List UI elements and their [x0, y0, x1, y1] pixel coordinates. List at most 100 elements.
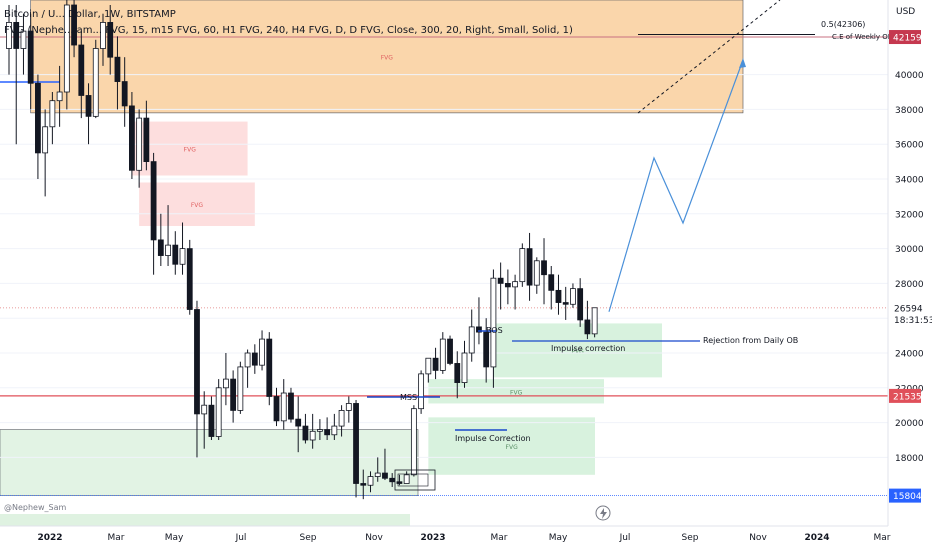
x-tick-label: May — [165, 533, 184, 543]
x-tick-label: Sep — [682, 533, 699, 543]
lightning-icon — [595, 505, 611, 521]
low-level-tag-bg — [889, 488, 921, 503]
candle-body — [107, 21, 114, 58]
current-price-bg — [889, 300, 929, 325]
mss-label: MSS — [400, 393, 417, 402]
candle-body — [251, 352, 258, 366]
candle-body — [56, 91, 63, 102]
candle-body — [92, 48, 99, 117]
fvg-zone — [30, 0, 744, 114]
y-tick-label: 30000 — [895, 245, 924, 255]
candle-body — [309, 430, 316, 441]
candles — [6, 0, 598, 500]
candle-body — [468, 326, 475, 354]
candle-body — [13, 21, 20, 49]
candle-body — [266, 338, 273, 397]
legend-indicator[interactable]: FVG (Nephe... am... FVG, 15, m15 FVG, 60… — [4, 25, 573, 36]
y-tick-label: 20000 — [895, 419, 924, 429]
candle-body — [49, 100, 56, 128]
y-tick-label: 36000 — [895, 141, 924, 151]
candle-body — [555, 289, 562, 303]
x-tick-label: Mar — [108, 533, 125, 543]
fvg-label: FVG — [506, 444, 519, 451]
y-tick-label: 38000 — [895, 106, 924, 116]
candle-body — [504, 282, 511, 288]
candle-body — [483, 331, 490, 368]
candle-body — [324, 429, 331, 436]
candle-body — [237, 366, 244, 411]
candle-body — [35, 82, 41, 154]
candle-body — [222, 378, 229, 389]
candle-body — [157, 239, 164, 256]
fvg-label: FVG — [510, 389, 523, 396]
candle-body — [331, 425, 338, 436]
y-tick-label: 32000 — [895, 210, 924, 220]
fvg-zones: FVG FVG FVG FVG FVG FVG — [0, 0, 744, 526]
y-tick-label: 18000 — [895, 454, 924, 464]
candle-body — [215, 387, 222, 437]
candle-body — [353, 403, 359, 484]
range-box-inner — [397, 473, 429, 487]
candle-body — [288, 392, 294, 420]
fvg-zone — [139, 182, 255, 226]
candle-body — [150, 161, 157, 241]
annotations: MSS BOS Impulse Correction Impulse correcti… — [367, 0, 893, 521]
candle-body — [533, 260, 540, 286]
fvg-zone — [493, 323, 662, 378]
candle-body — [410, 408, 417, 476]
candle-body — [316, 429, 323, 432]
candle-body — [78, 44, 85, 96]
countdown-tag: 18:31:53 — [894, 316, 932, 326]
candle-body — [244, 352, 251, 368]
axis-unit: USD — [896, 7, 915, 17]
candle-body — [461, 352, 468, 383]
fvg-label: FVG — [381, 54, 394, 61]
x-tick-label: Mar — [874, 533, 891, 543]
candle-body — [497, 277, 504, 284]
candle-body — [382, 472, 388, 479]
candle-body — [519, 248, 526, 283]
y-tick-label: 24000 — [895, 350, 924, 360]
candle-body — [85, 95, 92, 117]
x-tick-label: 2024 — [804, 533, 829, 543]
candle-body — [6, 21, 12, 49]
time-axis: 2022 Mar May Jul Sep Nov 2023 Mar May Jul Sep Nov 20… — [0, 525, 891, 543]
x-tick-label: May — [549, 533, 568, 543]
x-tick-label: Nov — [749, 533, 767, 543]
x-tick-label: Mar — [491, 533, 508, 543]
candle-body — [136, 117, 143, 171]
candle-body — [562, 302, 569, 305]
candle-body — [143, 117, 150, 162]
x-tick-label: 2022 — [37, 533, 62, 543]
candle-body — [584, 319, 591, 335]
candle-body — [302, 425, 309, 441]
rejection-label: Rejection from Daily OB — [703, 336, 798, 345]
y-tick-label: 34000 — [895, 176, 924, 186]
candle-body — [526, 248, 533, 286]
candle-body — [512, 281, 518, 288]
candle-body — [165, 244, 171, 256]
red-level-tag-bg — [889, 388, 921, 403]
candle-body — [447, 338, 453, 364]
candle-body — [476, 326, 482, 333]
y-tick-label: 28000 — [895, 280, 924, 290]
candle-body — [121, 81, 128, 107]
candle-body — [230, 378, 237, 411]
candle-body — [396, 481, 403, 484]
candle-body — [439, 338, 446, 371]
legend-symbol[interactable]: Bitcoin / U... Dollar, 1W, BITSTAMP — [4, 9, 176, 20]
watermark: @Nephew_Sam — [4, 503, 67, 512]
ob-strip — [0, 514, 410, 526]
candle-body — [541, 260, 547, 276]
candle-body — [591, 307, 598, 335]
candle-body — [454, 363, 461, 383]
x-tick-label: Nov — [365, 533, 383, 543]
ce-weekly-ob-label: C.E of Weekly OB — [832, 33, 893, 41]
fvg-zone — [428, 417, 595, 475]
candle-body — [42, 126, 49, 154]
candle-body — [172, 244, 179, 265]
candle-body — [20, 30, 27, 49]
candle-body — [345, 403, 352, 411]
candle-body — [490, 277, 497, 368]
